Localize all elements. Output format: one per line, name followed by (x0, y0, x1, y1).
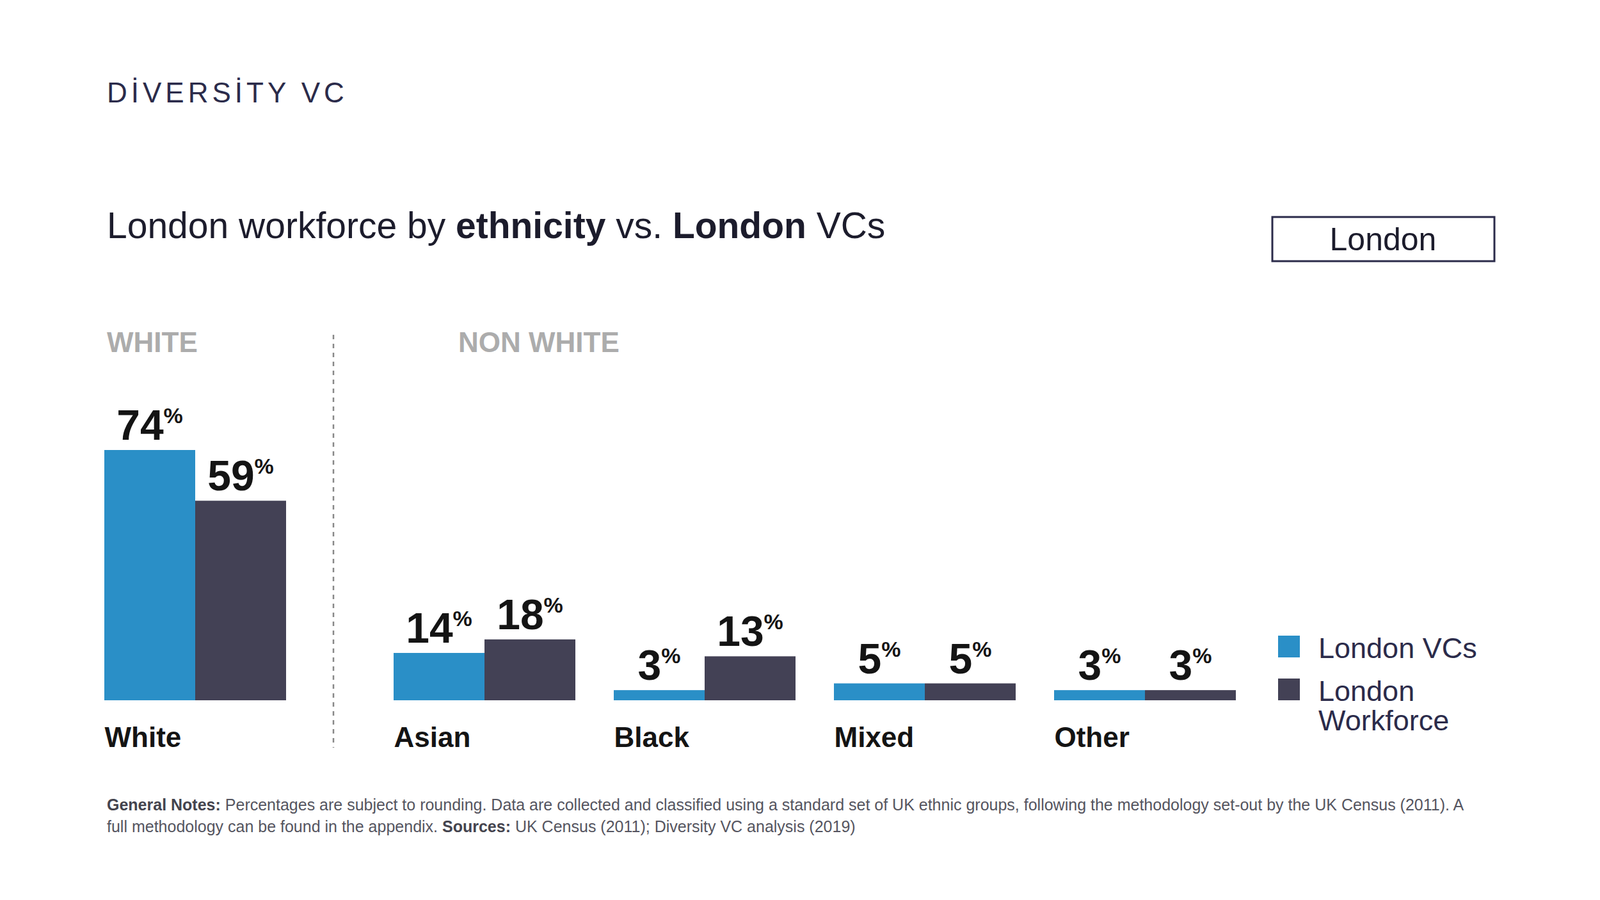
data-label-suffix: % (254, 453, 274, 479)
title-word: VCs (816, 204, 886, 246)
data-label: 13% (716, 607, 784, 655)
data-label: 5% (949, 634, 992, 683)
data-label-suffix: % (881, 636, 901, 662)
data-label-suffix: % (661, 643, 681, 668)
footnote: General Notes: Percentages are subject t… (106, 793, 1483, 838)
title-word: vs. (615, 204, 673, 246)
bar (484, 639, 576, 701)
bar (613, 689, 705, 701)
data-label-number: 3 (1169, 641, 1193, 689)
group-label: NON WHITE (458, 326, 620, 358)
data-label: 14% (405, 604, 473, 652)
data-label-number: 59 (207, 451, 255, 500)
x-tick: White (104, 721, 182, 753)
group-label: WHITE (106, 326, 198, 358)
data-label-number: 5 (858, 634, 882, 683)
x-tick-label: Asian (393, 721, 471, 753)
legend-swatch (1278, 635, 1300, 658)
bar (1144, 689, 1236, 701)
bar (104, 449, 196, 701)
note-label: Sources: (442, 817, 511, 836)
bar (704, 656, 796, 701)
bar (924, 683, 1016, 701)
note-label: General Notes: (106, 795, 221, 814)
legend: London VCs London Workforce (1278, 631, 1478, 737)
chart-container: DİVERSİTY VC London workforce by ethnicit… (0, 0, 1600, 900)
data-label: 74% (116, 401, 184, 449)
data-label-suffix: % (163, 403, 184, 428)
chart-svg: DİVERSİTY VC London workforce by ethnicit… (0, 0, 1600, 900)
data-label: 18% (496, 590, 564, 639)
legend-label-line: Workforce (1318, 704, 1449, 737)
data-label-suffix: % (1192, 643, 1212, 668)
legend-label: London VCs (1318, 631, 1478, 665)
data-label-number: 5 (949, 634, 973, 683)
x-axis: White Asian Black Mixed Other (104, 721, 1130, 753)
x-tick: Mixed (833, 721, 914, 753)
legend-swatch (1278, 678, 1300, 701)
title-word: London (106, 204, 239, 246)
bar (393, 652, 485, 701)
data-label: 5% (858, 634, 902, 683)
note-space (510, 817, 516, 836)
x-tick: Asian (393, 721, 471, 753)
data-label-suffix: % (972, 636, 992, 662)
title-word: London (672, 204, 817, 246)
note-space (220, 795, 226, 814)
group-separator (332, 334, 335, 748)
bars (104, 449, 1236, 701)
title-word: workforce (238, 204, 408, 246)
x-tick-label: Other (1054, 721, 1129, 753)
title-word: by (407, 204, 456, 246)
x-tick: Other (1054, 721, 1129, 753)
data-label: 3% (1169, 641, 1213, 689)
bar (833, 683, 925, 701)
data-label-number: 18 (496, 590, 544, 639)
data-label: 3% (638, 641, 681, 689)
badge: London (1329, 221, 1437, 258)
bar (1054, 689, 1145, 701)
data-label-number: 13 (716, 607, 764, 655)
legend-label: London Workforce (1318, 674, 1449, 737)
title-word: ethnicity (455, 204, 616, 246)
data-label-suffix: % (764, 609, 784, 634)
badge-box (1272, 216, 1495, 262)
legend-label-line: London (1318, 674, 1423, 708)
x-tick: Black (613, 721, 690, 753)
data-label-suffix: % (453, 606, 473, 631)
data-label-number: 14 (405, 604, 454, 652)
data-label-suffix: % (1101, 643, 1121, 668)
data-label-number: 74 (116, 401, 164, 449)
data-label: 3% (1078, 641, 1122, 689)
data-label-number: 3 (1078, 641, 1103, 689)
title: London workforce by ethnicity vs. London… (106, 204, 886, 246)
data-label: 59% (207, 451, 274, 500)
bar (195, 500, 287, 701)
note-text: UK Census (2011); Diversity VC analysis … (515, 817, 856, 836)
data-label-suffix: % (544, 592, 564, 617)
brand: DİVERSİTY VC (106, 76, 349, 109)
data-labels: 74%14%3%5%3%59%18%13%5%3% (116, 401, 1212, 689)
x-tick-label: Mixed (833, 721, 914, 753)
note-space (437, 817, 443, 836)
x-tick-label: White (104, 721, 182, 753)
data-label-number: 3 (638, 641, 662, 689)
x-tick-label: Black (613, 721, 690, 753)
